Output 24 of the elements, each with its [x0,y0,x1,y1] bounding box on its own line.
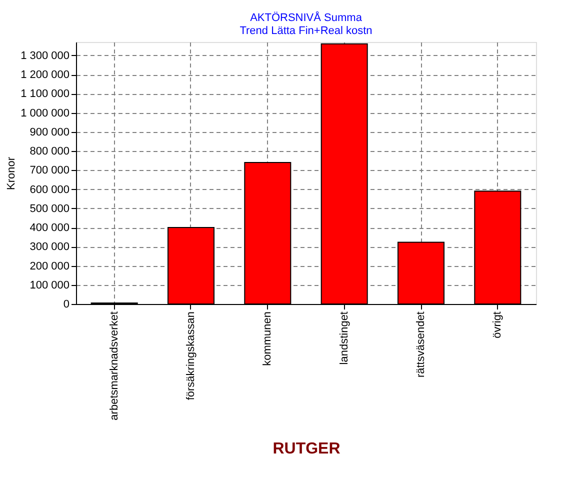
y-tick-label: 1 200 000 [20,69,70,82]
chart-title: AKTÖRSNIVÅ Summa [250,11,363,24]
y-tick-label: 800 000 [30,146,70,158]
y-tick-label: 600 000 [30,184,70,196]
x-tick-label: rättsväsendet [415,312,427,378]
y-tick-label: 200 000 [30,260,70,272]
y-tick-label: 1 000 000 [20,107,70,120]
x-tick-label: kommunen [262,312,274,366]
y-tick-label: 0 [63,298,70,310]
x-tick-label: övrigt [492,312,504,338]
chart-subtitle: Trend Lätta Fin+Real kostn [240,25,372,37]
x-tick-label: försäkringskassan [185,312,197,400]
y-tick-label: 100 000 [30,279,70,292]
y-tick-label: 900 000 [30,126,70,138]
x-axis-title: RUTGER [272,440,341,458]
y-tick-label: 700 000 [30,164,70,177]
x-tick-label: landstinget [338,312,350,365]
y-tick-label: 400 000 [30,222,70,234]
y-tick-label: 500 000 [30,202,70,215]
y-tick-label: 1 300 000 [20,50,70,62]
x-tick-label: arbetsmarknadsverket [108,312,120,420]
y-tick-label: 300 000 [30,241,70,254]
y-axis-title: Kronor [6,156,18,190]
y-tick-label: 1 100 000 [20,88,70,100]
